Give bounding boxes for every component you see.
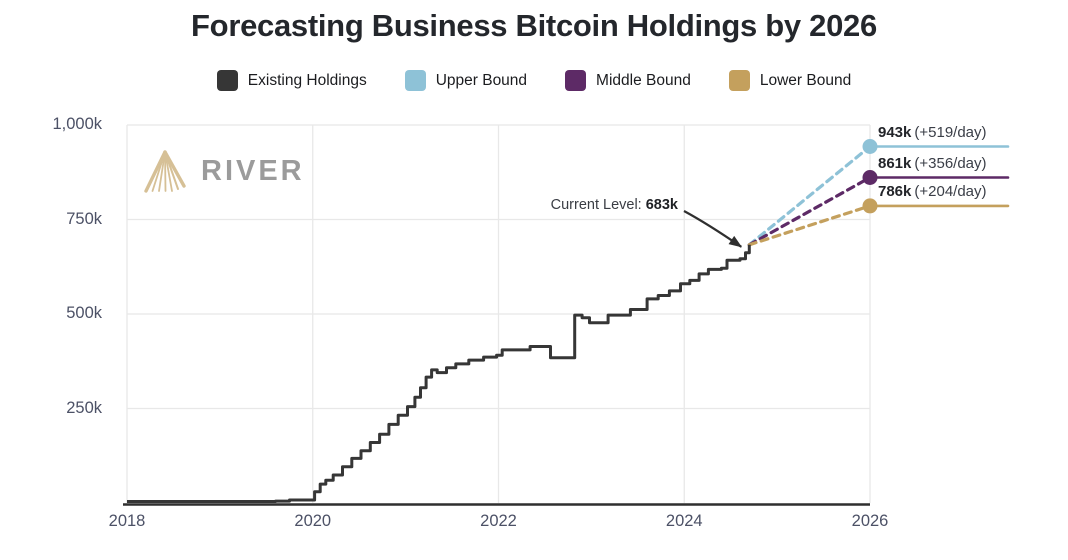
legend-label: Existing Holdings — [247, 71, 367, 89]
current-level-annotation: Current Level: 683k — [551, 197, 678, 213]
forecast-value: 786k — [878, 182, 912, 200]
river-logo-icon — [144, 150, 186, 193]
forecast-rate: (+519/day) — [914, 123, 987, 141]
x-tick-label: 2026 — [851, 512, 889, 530]
forecast-label-middle-bound: 861k (+356/day) — [878, 155, 987, 172]
river-logo: RIVER — [142, 148, 305, 194]
legend-item-upper-bound: Upper Bound — [404, 70, 528, 91]
legend: Existing Holdings Upper Bound Middle Bou… — [0, 70, 1068, 91]
y-tick-label: 750k — [66, 209, 102, 228]
forecast-rate: (+356/day) — [914, 154, 987, 172]
y-tick-label: 1,000k — [52, 115, 102, 133]
x-tick-label: 2024 — [665, 512, 703, 530]
legend-swatch-upper-bound — [404, 70, 426, 91]
forecast-value: 861k — [878, 154, 912, 172]
forecast-rate: (+204/day) — [914, 182, 987, 200]
legend-swatch-middle-bound — [565, 70, 587, 91]
x-tick-label: 2022 — [480, 512, 517, 530]
legend-label: Lower Bound — [759, 71, 852, 89]
current-level-prefix: Current Level: — [550, 197, 646, 213]
legend-label: Upper Bound — [435, 71, 528, 89]
legend-item-middle-bound: Middle Bound — [565, 70, 691, 91]
y-tick-label: 250k — [66, 398, 102, 417]
x-tick-label: 2020 — [294, 512, 332, 530]
legend-item-lower-bound: Lower Bound — [728, 70, 852, 91]
legend-label: Middle Bound — [596, 71, 691, 89]
current-level-value: 683k — [645, 197, 678, 213]
legend-item-existing-holdings: Existing Holdings — [216, 70, 367, 91]
chart-title: Forecasting Business Bitcoin Holdings by… — [191, 8, 877, 43]
forecast-value: 943k — [878, 123, 912, 141]
legend-swatch-existing-holdings — [216, 70, 238, 91]
forecast-label-upper-bound: 943k (+519/day) — [878, 124, 987, 141]
river-logo-text: RIVER — [201, 154, 305, 187]
x-tick-label: 2018 — [108, 512, 146, 530]
y-tick-label: 500k — [66, 304, 102, 322]
legend-swatch-lower-bound — [728, 70, 750, 91]
forecast-label-lower-bound: 786k (+204/day) — [878, 183, 987, 200]
